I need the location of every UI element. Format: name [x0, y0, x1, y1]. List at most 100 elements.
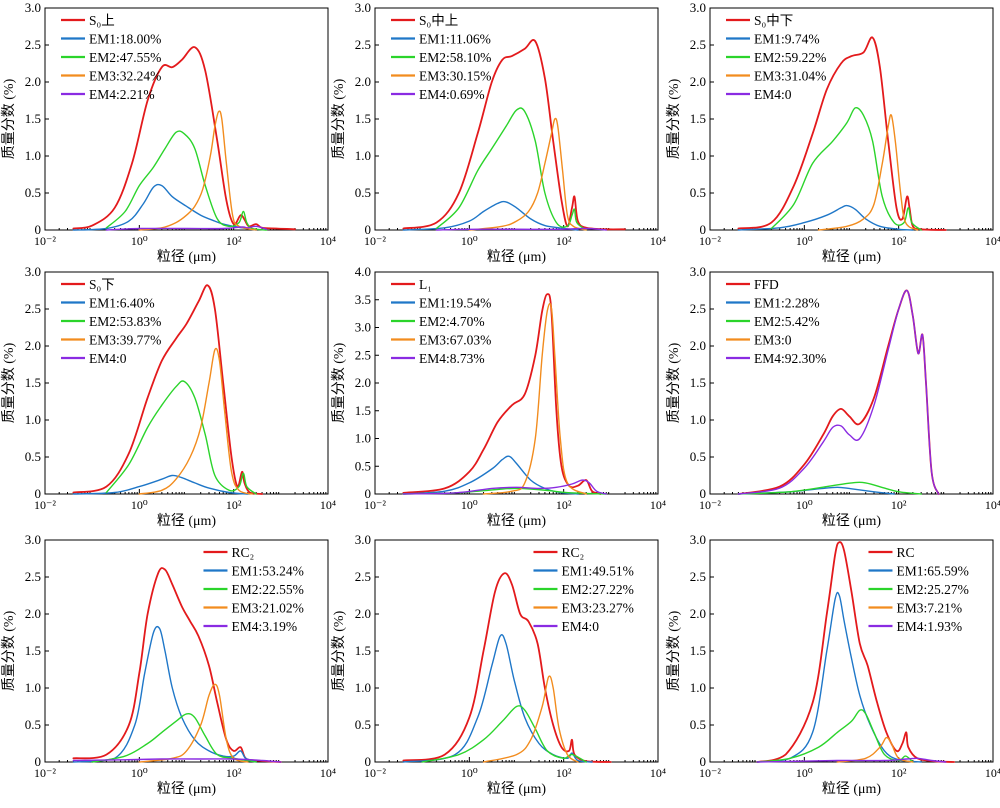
plot-frame — [709, 271, 994, 495]
y-tick-label: 0.5 — [25, 185, 41, 200]
legend-label: EM3:0 — [754, 333, 792, 348]
y-axis-label: 质量分数 (%) — [1, 342, 17, 423]
x-tick-label: 10⁴ — [985, 234, 1000, 248]
series-line-3 — [482, 675, 579, 763]
y-tick-label: 0.5 — [25, 449, 41, 464]
x-tick-label: 10⁰ — [461, 234, 478, 248]
series-line-2 — [756, 709, 914, 763]
series-line-0 — [756, 541, 955, 763]
y-tick-label: 0.5 — [355, 185, 371, 200]
series-line-3 — [138, 110, 257, 231]
y-tick-label: 3.0 — [355, 320, 371, 335]
y-tick-label: 0.5 — [355, 458, 371, 473]
y-tick-label: 3.5 — [355, 292, 371, 307]
x-axis-label: 粒径 (μm) — [487, 781, 547, 797]
series-line-0 — [402, 572, 612, 763]
series-line-3 — [138, 683, 249, 763]
y-tick-label: 3.0 — [355, 0, 371, 15]
legend-label: EM2:25.27% — [896, 582, 968, 597]
legend-label: EM2:53.83% — [89, 314, 161, 329]
legend-label: S₀下 — [89, 277, 115, 292]
y-tick-label: 1.0 — [690, 680, 706, 695]
y-tick-label: 2.5 — [690, 301, 706, 316]
series-line-1 — [737, 204, 914, 231]
y-tick-label: 0 — [35, 754, 42, 769]
x-axis-label: 粒径 (μm) — [822, 513, 882, 529]
y-tick-label: 2.5 — [25, 37, 41, 52]
series-line-0 — [402, 293, 602, 495]
x-axis-label: 粒径 (μm) — [157, 513, 217, 529]
y-tick-label: 1.5 — [355, 403, 371, 418]
y-tick-label: 3.0 — [25, 532, 41, 547]
legend-label: EM4:1.93% — [896, 619, 962, 634]
y-tick-label: 3.0 — [690, 264, 706, 279]
y-tick-label: 0.5 — [355, 717, 371, 732]
legend-label: EM2:27.22% — [561, 582, 633, 597]
y-tick-label: 2.5 — [25, 301, 41, 316]
x-tick-label: 10⁻² — [364, 498, 386, 512]
y-tick-label: 0 — [365, 222, 372, 237]
y-tick-label: 1.0 — [690, 412, 706, 427]
legend-label: RC — [896, 545, 914, 560]
y-tick-label: 1.0 — [355, 431, 371, 446]
y-axis-label: 质量分数 (%) — [666, 78, 682, 159]
y-tick-label: 2.0 — [355, 606, 371, 621]
legend-label: EM4:92.30% — [754, 351, 826, 366]
chart-panel-7: 0 0.5 1.0 1.5 2.0 2.5 3.0 10⁻² 10⁰ 10² 10⁴ 粒径 (μm) 质… — [1, 532, 336, 797]
x-tick-label: 10⁰ — [461, 498, 478, 512]
plot-frame — [374, 7, 659, 231]
series-line-3 — [817, 114, 919, 231]
x-tick-label: 10⁴ — [650, 498, 666, 512]
y-tick-label: 0.5 — [25, 717, 41, 732]
y-axis-label: 质量分数 (%) — [331, 342, 347, 423]
legend-label: EM1:19.54% — [419, 296, 491, 311]
x-tick-label: 10² — [891, 234, 907, 248]
x-tick-label: 10⁴ — [320, 498, 336, 512]
x-tick-label: 10⁰ — [131, 234, 148, 248]
y-tick-label: 0 — [365, 486, 372, 501]
y-tick-label: 1.5 — [25, 643, 41, 658]
legend-label: EM4:2.21% — [89, 87, 155, 102]
y-tick-label: 1.5 — [25, 111, 41, 126]
y-tick-label: 2.5 — [355, 569, 371, 584]
x-axis-label: 粒径 (μm) — [822, 249, 882, 265]
chart-panel-4: 0 0.5 1.0 1.5 2.0 2.5 3.0 10⁻² 10⁰ 10² 10⁴ 粒径 (μm) 质… — [1, 264, 336, 529]
x-tick-label: 10⁻² — [699, 234, 721, 248]
x-tick-label: 10⁴ — [650, 766, 666, 780]
y-tick-label: 3.0 — [355, 532, 371, 547]
series-line-3 — [468, 117, 587, 231]
y-tick-label: 1.0 — [25, 412, 41, 427]
y-tick-label: 0 — [700, 754, 707, 769]
x-tick-label: 10² — [556, 766, 572, 780]
y-tick-label: 3.0 — [25, 0, 41, 15]
x-axis-label: 粒径 (μm) — [487, 249, 547, 265]
series-line-4 — [737, 289, 940, 495]
legend-label: EM4:3.19% — [231, 619, 297, 634]
x-tick-label: 10² — [891, 498, 907, 512]
series-line-0 — [72, 284, 263, 495]
y-tick-label: 2.0 — [690, 338, 706, 353]
series-line-2 — [421, 705, 587, 763]
series-line-3 — [836, 736, 914, 763]
legend-label: EM1:18.00% — [89, 32, 161, 47]
y-tick-label: 0 — [700, 486, 707, 501]
y-tick-label: 0 — [35, 486, 42, 501]
x-tick-label: 10⁴ — [320, 766, 336, 780]
x-tick-label: 10² — [226, 498, 242, 512]
y-tick-label: 2.5 — [690, 37, 706, 52]
x-tick-label: 10⁻² — [364, 234, 386, 248]
x-tick-label: 10⁴ — [650, 234, 666, 248]
y-tick-label: 1.0 — [690, 148, 706, 163]
x-axis-label: 粒径 (μm) — [487, 513, 547, 529]
plot-frame — [709, 7, 994, 231]
y-tick-label: 2.0 — [25, 606, 41, 621]
x-tick-label: 10⁰ — [461, 766, 478, 780]
y-tick-label: 1.5 — [25, 375, 41, 390]
y-tick-label: 1.5 — [690, 375, 706, 390]
series-line-2 — [770, 106, 922, 231]
y-tick-label: 0.5 — [690, 717, 706, 732]
series-line-2 — [105, 130, 268, 231]
series-line-2 — [737, 481, 922, 495]
legend-label: RC₂ — [231, 545, 254, 560]
x-axis-label: 粒径 (μm) — [157, 249, 217, 265]
